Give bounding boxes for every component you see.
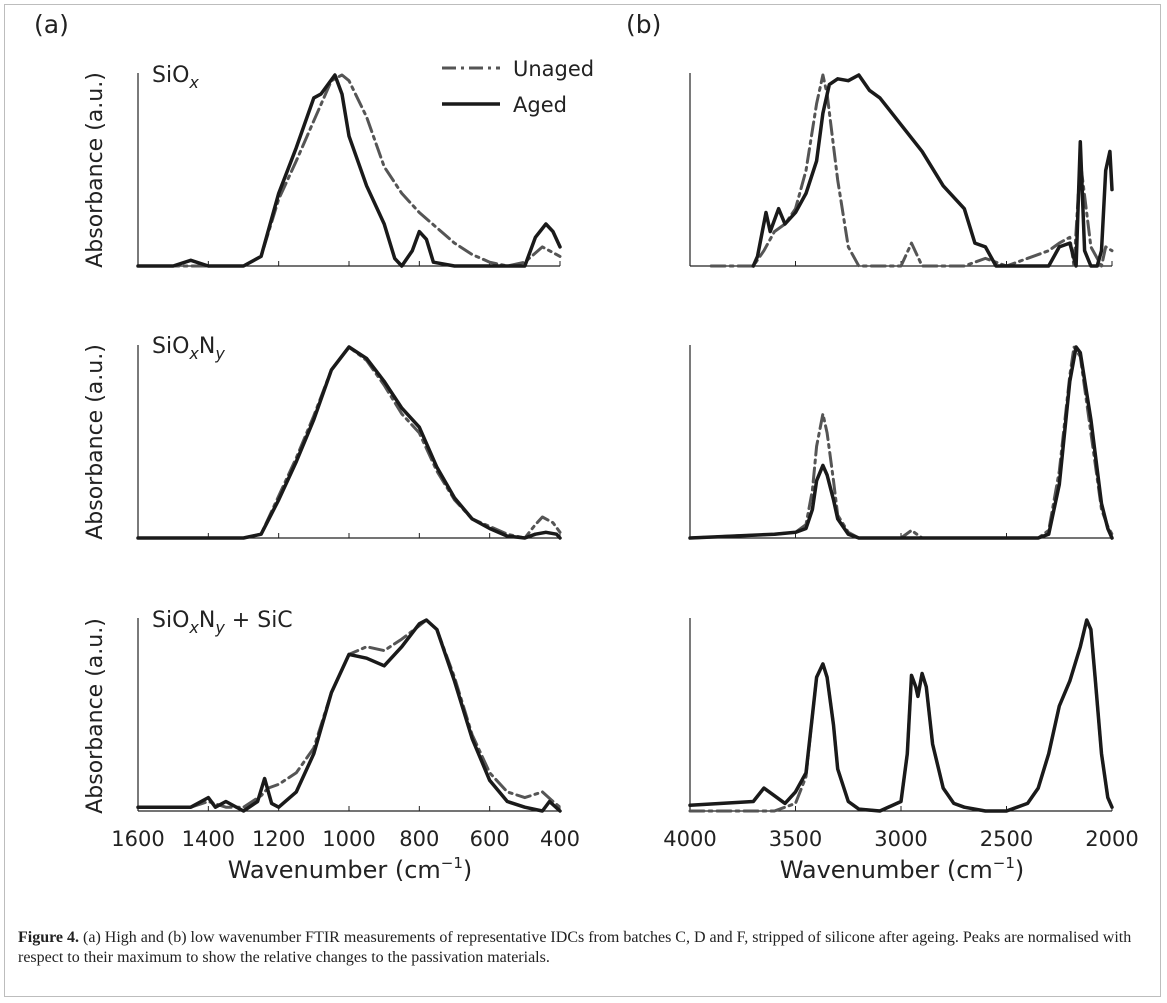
svg-text:SiOxNy: SiOxNy xyxy=(152,334,225,363)
row-label-1-mid: N xyxy=(199,334,215,359)
series-aged-a-row-0 xyxy=(136,73,562,268)
x-tick-label-a-1400: 1400 xyxy=(182,827,235,851)
caption-label: Figure 4. xyxy=(18,929,80,946)
xlabel-panel-b: Wavenumber (cm−1) xyxy=(780,854,1025,884)
series-aged-b-row-0 xyxy=(751,73,1114,268)
xlabel-b-sup: −1 xyxy=(993,854,1015,872)
row-label-0-base: SiO xyxy=(152,63,189,88)
series-unaged-a-row-1 xyxy=(136,345,562,540)
xlabel-b-close: ) xyxy=(1015,856,1024,884)
legend-unaged-label: Unaged xyxy=(513,57,594,81)
subplots: 1600 1400 1200 1000 800 600 400 4000 3500 3000 250… xyxy=(111,73,1139,851)
row-label-2-sub1: x xyxy=(188,618,199,637)
subplot-b-row-0 xyxy=(689,73,1114,268)
x-tick-label-b-2000: 2000 xyxy=(1085,827,1138,851)
x-tick-label-a-1600: 1600 xyxy=(111,827,164,851)
caption-text: (a) High and (b) low wavenumber FTIR mea… xyxy=(18,929,1132,966)
xlabel-panel-a: Wavenumber (cm−1) xyxy=(228,854,473,884)
series-unaged-a-row-2 xyxy=(136,618,562,809)
x-tick-label-a-1000: 1000 xyxy=(322,827,375,851)
row-label-1-base: SiO xyxy=(152,334,189,359)
panel-label-a: (a) xyxy=(34,10,69,39)
figure-caption: Figure 4. (a) High and (b) low wavenumbe… xyxy=(18,928,1148,968)
row-label-2-base: SiO xyxy=(152,608,189,633)
subplot-a-row-0 xyxy=(136,73,562,268)
panel-label-b: (b) xyxy=(626,10,661,39)
legend: Unaged Aged xyxy=(442,57,594,117)
subplot-a-row-2: 1600 1400 1200 1000 800 600 400 xyxy=(111,618,580,851)
row-label-2-sub2: y xyxy=(214,618,225,637)
row-label-1: SiOxNy xyxy=(152,334,225,363)
xlabel-a-sup: −1 xyxy=(441,854,463,872)
row-label-2-tail: + SiC xyxy=(225,608,293,633)
x-tick-label-a-400: 400 xyxy=(540,827,580,851)
series-aged-b-row-1 xyxy=(688,345,1114,540)
ylabel-row-2: Absorbance (a.u.) xyxy=(83,618,108,814)
legend-aged-label: Aged xyxy=(513,93,567,117)
series-unaged-b-row-0 xyxy=(709,73,1114,268)
row-label-2: SiOxNy + SiC xyxy=(152,608,293,637)
x-tick-label-b-2500: 2500 xyxy=(980,827,1033,851)
row-label-1-sub1: x xyxy=(188,344,199,363)
series-aged-a-row-1 xyxy=(136,345,562,540)
subplot-b-row-2: 4000 3500 3000 2500 2000 xyxy=(663,618,1139,851)
row-label-0-sub1: x xyxy=(188,73,199,92)
series-aged-b-row-2 xyxy=(688,618,1114,813)
ylabel-row-1: Absorbance (a.u.) xyxy=(83,344,108,540)
series-unaged-b-row-2 xyxy=(688,618,1114,813)
series-unaged-b-row-1 xyxy=(688,345,1114,540)
figure-frame xyxy=(4,4,1161,997)
x-tick-label-b-3500: 3500 xyxy=(769,827,822,851)
svg-text:SiOx: SiOx xyxy=(152,63,199,92)
ftir-figure: (a) (b) Unaged Aged SiOx SiOxNy SiOxNy +… xyxy=(34,10,1139,884)
subplot-a-row-1 xyxy=(136,345,562,540)
series-aged-a-row-2 xyxy=(136,618,562,813)
subplot-b-row-1 xyxy=(688,345,1114,540)
xlabel-a-base: Wavenumber (cm xyxy=(228,856,441,884)
row-label-0: SiOx xyxy=(152,63,199,92)
x-tick-label-a-600: 600 xyxy=(470,827,510,851)
x-tick-label-a-1200: 1200 xyxy=(252,827,305,851)
ylabel-row-0: Absorbance (a.u.) xyxy=(83,72,108,268)
xlabel-b-base: Wavenumber (cm xyxy=(780,856,993,884)
row-label-1-sub2: y xyxy=(214,344,225,363)
svg-text:SiOxNy + SiC: SiOxNy + SiC xyxy=(152,608,293,637)
x-tick-label-b-3000: 3000 xyxy=(874,827,927,851)
x-tick-label-b-4000: 4000 xyxy=(663,827,716,851)
row-label-2-mid: N xyxy=(199,608,215,633)
x-tick-label-a-800: 800 xyxy=(399,827,439,851)
xlabel-a-close: ) xyxy=(463,856,472,884)
